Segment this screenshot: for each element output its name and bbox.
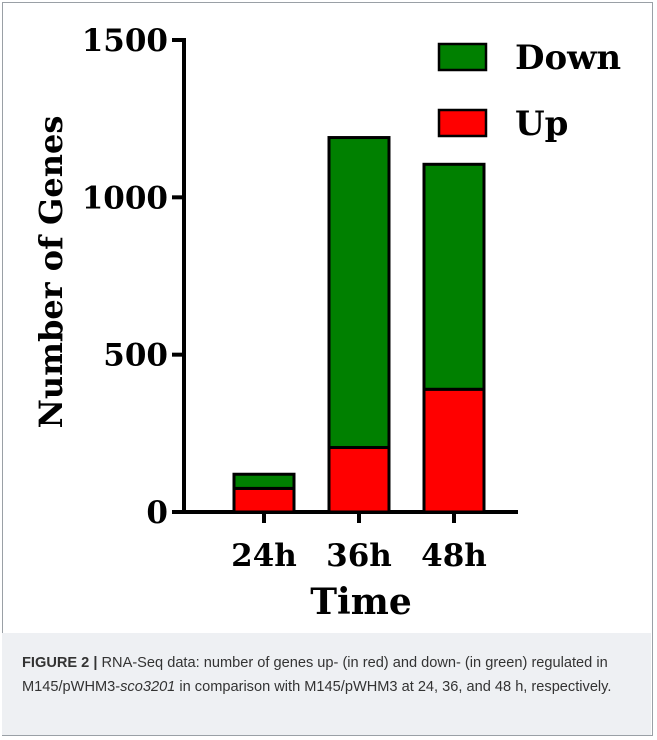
- y-axis-label: Number of Genes: [32, 116, 70, 429]
- legend-label-down: Down: [515, 38, 621, 78]
- y-tick-label-0: 0: [146, 495, 168, 531]
- caption-gene-name: sco3201: [120, 679, 176, 695]
- stacked-bar-chart: 0 500 1000 1500 24h 36h 48h Down Up Number of G…: [32, 23, 621, 623]
- bar-up-36h: [327, 445, 391, 514]
- x-tick-label-24h: 24h: [231, 538, 297, 574]
- chart-legend: Down Up: [437, 38, 621, 144]
- figure-caption: FIGURE 2 | RNA-Seq data: number of genes…: [2, 633, 651, 735]
- x-tick-label-36h: 36h: [326, 538, 392, 574]
- bar-up-24h: [232, 486, 296, 514]
- bar-down-24h: [232, 472, 296, 490]
- y-tick-label-1000: 1000: [82, 180, 168, 216]
- legend-swatch-up: [437, 108, 488, 138]
- x-tick-label-48h: 48h: [421, 538, 487, 574]
- chart-axes: 0 500 1000 1500 24h 36h 48h: [82, 23, 518, 574]
- x-axis-label: Time: [310, 581, 411, 623]
- figure: 0 500 1000 1500 24h 36h 48h Down Up Number of G…: [32, 23, 621, 623]
- bar-up-48h: [422, 387, 486, 514]
- chart-bars: [232, 136, 486, 514]
- bar-down-48h: [422, 162, 486, 391]
- y-tick-label-500: 500: [103, 338, 168, 374]
- y-tick-label-1500: 1500: [82, 23, 168, 59]
- legend-swatch-down: [437, 42, 488, 72]
- caption-text-2: in comparison with M145/pWHM3 at 24, 36,…: [175, 679, 612, 695]
- bar-down-36h: [327, 136, 391, 449]
- legend-label-up: Up: [515, 104, 568, 144]
- caption-label: FIGURE 2 |: [22, 655, 98, 671]
- caption-text-1: RNA-Seq data: number of genes up- (in re…: [22, 655, 608, 695]
